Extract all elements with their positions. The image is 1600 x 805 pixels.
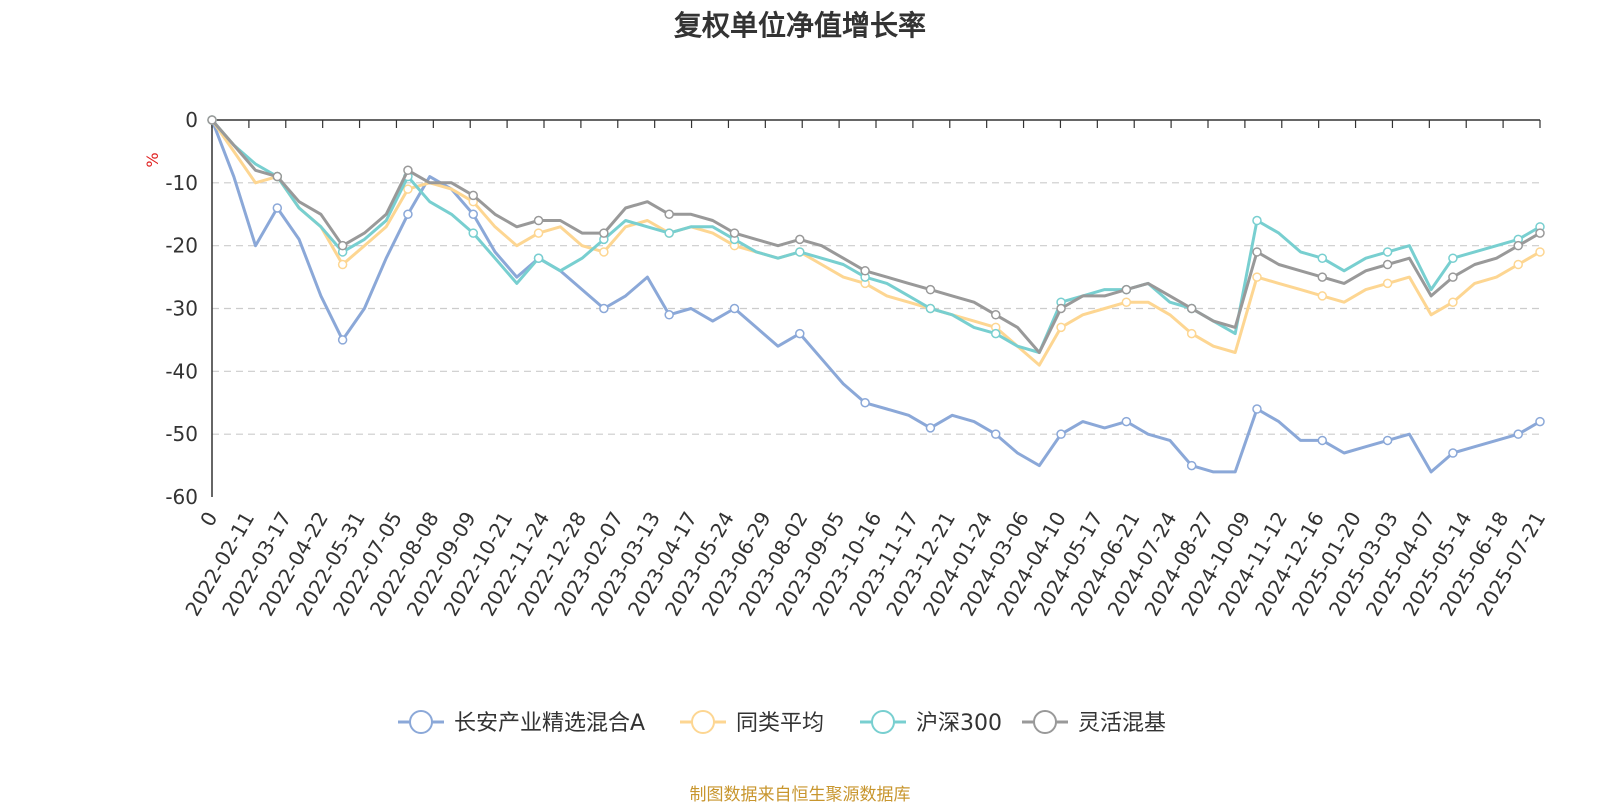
series-point <box>1186 303 1197 314</box>
series-point <box>403 165 413 176</box>
series-point <box>1513 240 1523 251</box>
y-tick-label: -10 <box>165 171 198 195</box>
axis-layer: 0-10-20-30-40-50-60%02022-02-112022-03-1… <box>143 108 1550 620</box>
series-point <box>925 284 936 295</box>
chart-title: 复权单位净值增长率 <box>673 9 926 42</box>
legend-label: 长安产业精选混合A <box>454 711 645 736</box>
series-point <box>1121 297 1132 307</box>
series-point <box>1056 322 1066 333</box>
series-point <box>729 303 740 314</box>
y-tick-label: -60 <box>165 485 198 509</box>
series-point <box>1382 247 1393 257</box>
series-point <box>533 215 544 226</box>
series-point <box>1382 278 1393 289</box>
legend: 长安产业精选混合A 同类平均 沪深300 灵活混基 <box>398 710 1166 736</box>
y-tick-label: -40 <box>165 359 198 383</box>
series-point <box>1535 416 1545 427</box>
y-tick-label: -50 <box>165 422 198 446</box>
series-point <box>1186 460 1197 471</box>
legend-label: 沪深300 <box>916 711 1002 736</box>
series-point <box>468 209 478 219</box>
series-layer <box>207 115 1545 474</box>
series-point <box>272 203 283 213</box>
y-tick-label: -20 <box>165 234 198 258</box>
series-point <box>1252 272 1262 282</box>
series-point <box>1382 435 1393 446</box>
legend-swatch-marker <box>409 710 433 734</box>
series-point <box>990 310 1001 320</box>
series-point <box>990 429 1001 439</box>
source-note: 制图数据来自恒生聚源数据库 <box>689 785 911 805</box>
series-point <box>860 266 870 276</box>
series-point <box>795 247 805 257</box>
series-line-1 <box>210 119 1541 367</box>
series-point <box>403 184 413 194</box>
y-tick-label: -30 <box>165 297 198 321</box>
series-point <box>990 328 1001 339</box>
series-point <box>1317 435 1328 446</box>
series-point <box>1448 297 1458 307</box>
grid-layer <box>212 182 1540 435</box>
series-point <box>533 253 544 263</box>
series-point <box>1513 259 1523 270</box>
y-axis-label: % <box>143 152 162 167</box>
legend-label: 灵活混基 <box>1078 711 1166 736</box>
series-line-3 <box>210 119 1541 354</box>
legend-swatch-marker <box>1033 710 1057 734</box>
series-point <box>795 328 805 339</box>
series-point <box>337 259 348 270</box>
series-point <box>1448 272 1458 282</box>
series-point <box>925 303 936 314</box>
series-point <box>533 228 544 238</box>
series-point <box>1056 429 1066 439</box>
series-point <box>1317 253 1328 263</box>
series-point <box>599 228 609 238</box>
series-point <box>1252 404 1262 414</box>
series-point <box>468 228 478 238</box>
series-point <box>795 234 805 245</box>
series-point <box>1317 272 1328 282</box>
series-point <box>1448 253 1458 263</box>
series-point <box>664 310 674 320</box>
series-point <box>1252 247 1262 257</box>
series-point <box>337 335 348 345</box>
series-point <box>1513 429 1523 439</box>
legend-swatch-marker <box>871 710 895 734</box>
y-tick-label: 0 <box>185 108 198 132</box>
series-point <box>1535 247 1545 257</box>
series-point <box>207 115 217 125</box>
series-point <box>599 247 609 257</box>
series-point <box>272 171 283 182</box>
series-point <box>925 423 936 433</box>
series-point <box>337 240 348 251</box>
series-point <box>729 228 740 238</box>
series-point <box>468 190 478 201</box>
series-point <box>599 303 609 314</box>
series-point <box>1448 448 1458 458</box>
series-point <box>664 228 674 238</box>
series-point <box>1121 416 1132 427</box>
series-point <box>860 398 870 408</box>
legend-swatch-marker <box>691 710 715 734</box>
x-tick-label: 0 <box>195 508 222 531</box>
series-point <box>1121 284 1132 295</box>
legend-label: 同类平均 <box>736 711 824 736</box>
series-point <box>1535 228 1545 238</box>
series-point <box>1382 259 1393 270</box>
series-point <box>1186 328 1197 339</box>
series-point <box>1056 303 1066 314</box>
series-point <box>403 209 413 219</box>
series-point <box>664 209 674 219</box>
series-point <box>1317 291 1328 301</box>
series-point <box>1252 215 1262 226</box>
series-line-2 <box>210 119 1541 354</box>
